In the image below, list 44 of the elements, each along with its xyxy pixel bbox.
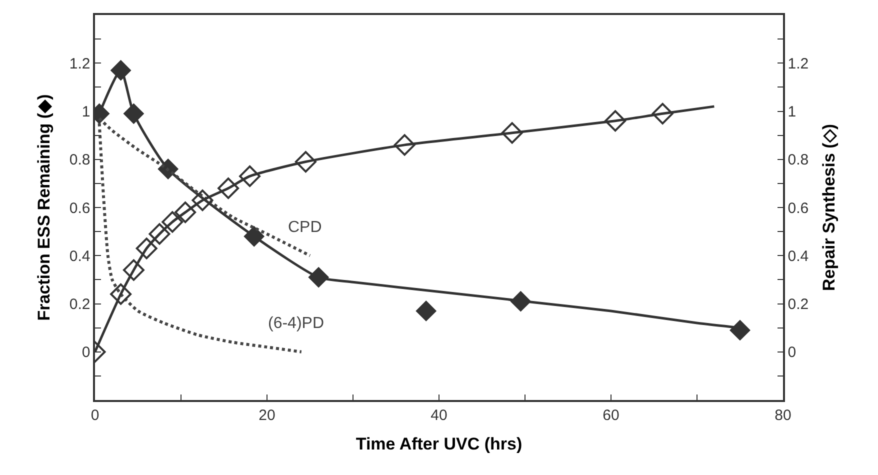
point [239, 165, 261, 187]
point [308, 267, 329, 288]
point [192, 190, 214, 212]
point [123, 103, 144, 124]
point [136, 238, 158, 260]
point [294, 151, 316, 173]
y-tick-label: 0 [82, 344, 90, 362]
x-axis-title: Time After UVC (hrs) [356, 434, 522, 454]
point [652, 102, 674, 124]
point [394, 134, 416, 156]
point [501, 122, 523, 144]
point [148, 223, 170, 245]
y2-tick-label: 0.2 [788, 296, 809, 313]
x-tick-label: 40 [430, 406, 448, 424]
y-tick-label: 1 [82, 104, 90, 120]
y2-tick-label: 0.6 [788, 200, 809, 217]
y2-tick-label: 0.8 [788, 152, 809, 169]
point [510, 291, 531, 312]
series-label: (6-4)PD [268, 315, 324, 332]
y2-axis-title: Repair Synthesis (◇) [820, 124, 839, 291]
y2-tick-label: 0.4 [788, 248, 809, 265]
y2-tick-label: 1.2 [788, 55, 809, 72]
x-tick-label: 20 [258, 406, 276, 424]
y-axis-title: Fraction ESS Remaining (◆) [34, 94, 54, 321]
y-tick-label: 0.4 [69, 248, 90, 265]
point [110, 283, 132, 305]
x-tick-label: 80 [774, 406, 792, 424]
point [730, 320, 750, 340]
y2-tick-label: 0 [788, 344, 796, 362]
point [604, 110, 626, 132]
series-label: CPD [288, 219, 322, 236]
point [174, 202, 196, 224]
point [162, 211, 184, 233]
point [416, 300, 436, 322]
point [122, 259, 144, 281]
y2-tick-label: 1 [788, 104, 796, 120]
y-tick-label: 0.6 [69, 200, 90, 217]
point [244, 226, 264, 247]
x-tick-label: 60 [602, 406, 620, 424]
y-tick-label: 1.2 [69, 55, 90, 72]
y-tick-label: 0.2 [69, 296, 90, 313]
y-tick-label: 0.8 [69, 152, 90, 169]
point [218, 178, 240, 199]
point [110, 60, 132, 81]
